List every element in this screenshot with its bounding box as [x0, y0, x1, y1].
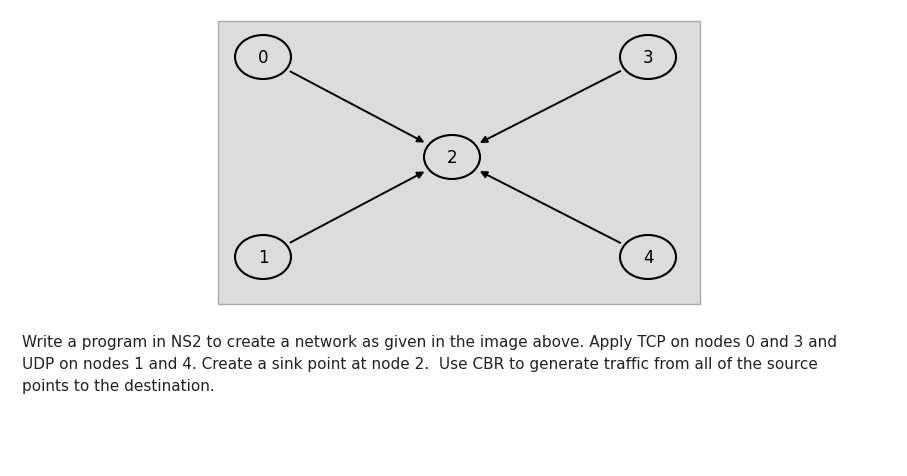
- Bar: [218, 22, 700, 304]
- Text: Write a program in NS2 to create a network as given in the image above. Apply TC: Write a program in NS2 to create a netwo…: [22, 334, 837, 349]
- Ellipse shape: [235, 36, 291, 80]
- FancyArrowPatch shape: [290, 173, 423, 243]
- Text: 2: 2: [446, 149, 457, 167]
- FancyArrowPatch shape: [482, 173, 620, 243]
- Text: 4: 4: [643, 248, 653, 267]
- FancyArrowPatch shape: [290, 72, 423, 142]
- Text: 0: 0: [258, 49, 268, 67]
- Ellipse shape: [620, 36, 676, 80]
- Ellipse shape: [235, 236, 291, 279]
- Text: UDP on nodes 1 and 4. Create a sink point at node 2.  Use CBR to generate traffi: UDP on nodes 1 and 4. Create a sink poin…: [22, 356, 818, 371]
- Text: 3: 3: [643, 49, 653, 67]
- Ellipse shape: [620, 236, 676, 279]
- Ellipse shape: [424, 136, 480, 179]
- Text: points to the destination.: points to the destination.: [22, 378, 215, 393]
- Text: 1: 1: [258, 248, 268, 267]
- FancyArrowPatch shape: [482, 72, 620, 142]
